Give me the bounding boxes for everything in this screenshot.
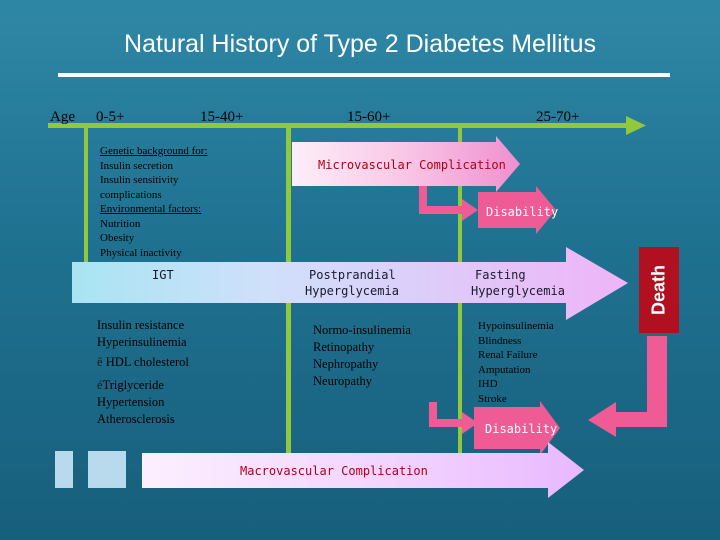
column-mid-item: Nephropathy	[313, 357, 379, 371]
age-range-3: 15-60+	[347, 109, 391, 125]
main-progression-arrow	[72, 247, 628, 320]
green-vline-1	[84, 125, 88, 270]
fasting-line-1: Fasting	[475, 268, 526, 282]
up-arrow-icon: é	[97, 378, 103, 392]
column-late: Hypoinsulinemia Blindness Renal Failure …	[478, 319, 554, 406]
elbow-arrow-top	[419, 186, 466, 214]
hdl-row: ê HDL cholesterol	[97, 354, 189, 371]
title-underline	[58, 73, 670, 77]
fasting-line-2: Hyperglycemia	[471, 284, 565, 298]
tg-label: Triglyceride	[102, 378, 164, 392]
age-range-4: 25-70+	[536, 109, 580, 125]
postprandial-label: Postprandial Hyperglycemia	[305, 267, 399, 299]
environmental-heading: Environmental factors:	[100, 203, 202, 215]
age-range-1: 0-5+	[96, 109, 125, 125]
disability-bottom-label: Disability	[485, 422, 558, 436]
column-late-item: Hypoinsulinemia	[478, 320, 554, 332]
column-mid-item: Retinopathy	[313, 340, 375, 354]
down-arrow-icon: ê	[97, 355, 103, 369]
timeline-arrowhead	[626, 116, 646, 135]
age-range-2: 15-40+	[200, 109, 244, 125]
timeline-bar	[48, 123, 628, 128]
column-early-item: Atherosclerosis	[97, 412, 175, 426]
elbow-arrow-bottom-head	[462, 412, 478, 434]
disability-top-shape	[478, 186, 556, 234]
macrovascular-arrow	[142, 442, 584, 498]
igt-label: IGT	[152, 268, 174, 282]
death-elbow-arrow	[588, 336, 667, 437]
environmental-item: Physical inactivity	[100, 246, 182, 259]
column-late-item: Blindness	[478, 334, 522, 347]
column-late-item: Renal Failure	[478, 349, 538, 361]
microvascular-label: Microvascular Complication	[318, 158, 506, 172]
environmental-item: Obesity	[100, 232, 135, 244]
genetic-heading: Genetic background for:	[100, 145, 208, 157]
disability-bottom-shape	[474, 401, 560, 455]
environmental-item: Nutrition	[100, 217, 141, 230]
column-mid-item: Normo-insulinemia	[313, 323, 411, 337]
genetic-block: Genetic background for: Insulin secretio…	[100, 144, 208, 260]
column-mid-item: Neuropathy	[313, 374, 373, 388]
genetic-item: Insulin secretion	[100, 159, 174, 172]
genetic-item: Insulin sensitivity	[100, 174, 179, 186]
deco-block-2	[88, 451, 126, 488]
slide-title: Natural History of Type 2 Diabetes Melli…	[124, 30, 596, 58]
disability-top-label: Disability	[486, 205, 559, 219]
column-early-item: Hypertension	[97, 395, 165, 409]
elbow-arrow-bottom	[429, 402, 466, 427]
death-label: Death	[648, 264, 669, 316]
tg-row: éTriglyceride	[97, 377, 189, 394]
fasting-label: Fasting Hyperglycemia	[471, 267, 565, 299]
column-early-item: Insulin resistance	[97, 318, 185, 332]
postprandial-line-1: Postprandial	[309, 268, 396, 282]
deco-block-1	[55, 451, 73, 488]
column-early-item: Hyperinsulinemia	[97, 335, 187, 349]
postprandial-line-2: Hyperglycemia	[305, 284, 399, 298]
age-label: Age	[50, 109, 75, 125]
column-late-item: Stroke	[478, 392, 507, 405]
column-late-item: Amputation	[478, 363, 531, 376]
column-mid: Normo-insulinemia Retinopathy Nephropath…	[313, 322, 411, 390]
hdl-label: HDL cholesterol	[105, 355, 189, 369]
column-late-item: IHD	[478, 378, 498, 390]
elbow-arrow-top-head	[462, 199, 478, 221]
death-box: Death	[639, 247, 679, 333]
macrovascular-label: Macrovascular Complication	[240, 464, 428, 478]
microvascular-arrow	[292, 136, 520, 192]
genetic-item: complications	[100, 188, 162, 201]
column-early: Insulin resistance Hyperinsulinemia ê HD…	[97, 317, 189, 428]
